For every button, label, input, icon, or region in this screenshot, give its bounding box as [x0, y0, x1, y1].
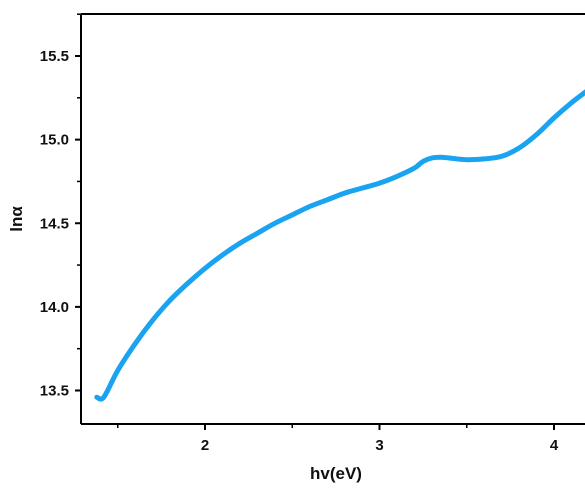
series-line: [94, 89, 585, 402]
y-tick-label: 14.5: [40, 215, 69, 232]
x-tick-label: 3: [375, 437, 383, 454]
series-layer: [94, 89, 585, 402]
y-tick-label: 15.5: [40, 48, 69, 65]
x-axis-ticks: 2 3 4: [117, 424, 559, 454]
x-tick-label: 2: [201, 437, 209, 454]
y-tick-label: 14.0: [40, 299, 69, 316]
x-axis-title: hv(eV): [310, 464, 362, 483]
y-axis-title: lnα: [7, 206, 26, 232]
y-axis-ticks: 13.5 14.0 14.5 15.0 15.5: [40, 13, 81, 400]
x-tick-label: 4: [550, 437, 559, 454]
plot-frame: [80, 13, 585, 425]
y-tick-label: 15.0: [40, 132, 69, 149]
y-tick-label: 13.5: [40, 383, 69, 400]
